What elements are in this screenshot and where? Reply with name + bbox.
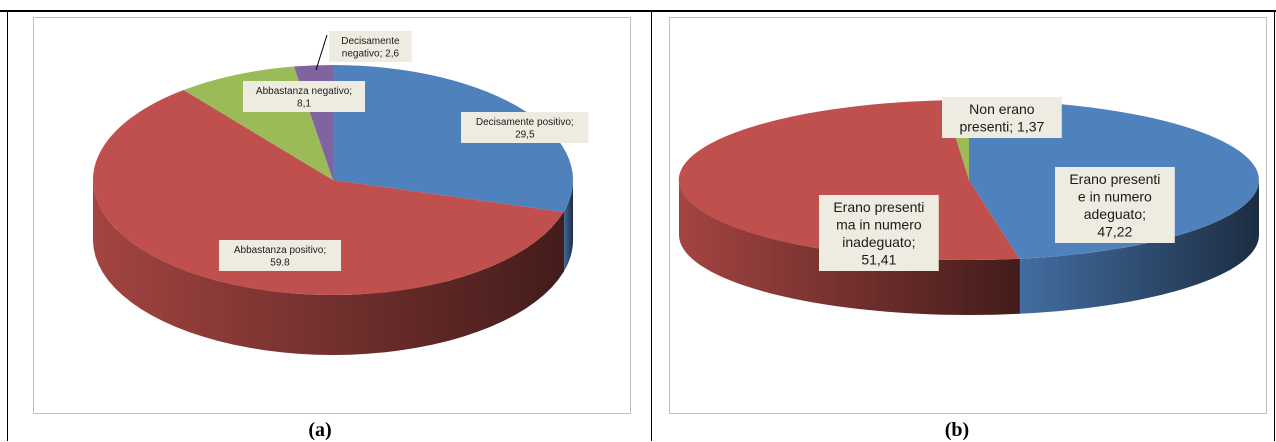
pie-labels: Decisamente positivo; 29,5 Abbastanza posi… [219,31,589,271]
data-label-box [819,195,939,271]
label-leader-line [315,34,328,71]
data-label-3: Abbastanza negativo; 8,1 [256,86,352,110]
data-label-2: Abbastanza positivo; 59.8 [234,245,326,269]
top-rule [0,10,1276,12]
data-label-box [942,97,1062,138]
data-label-box [1055,167,1175,243]
caption-b: (b) [944,419,970,441]
data-label-box [329,31,412,62]
data-label-3: Non erano presenti; 1,37 [959,101,1044,135]
pie-labels: Erano presenti e in numero adeguato; 47,22 E… [819,97,1175,271]
data-label-1: Erano presenti e in numero adeguato; 47,22 [1069,171,1160,240]
data-label-box [219,240,341,271]
data-label-box [461,112,589,143]
pie-side-2 [93,180,564,355]
caption-a: (a) [308,419,332,441]
pie-side-2 [679,180,1020,315]
data-label-2: Erano presenti ma in numero inadeguato; 51,… [833,199,924,268]
pie-side-walls [679,180,1259,315]
pie-slice-2 [92,90,564,296]
pie-side-1 [1019,180,1259,314]
pie-side-1 [563,180,573,273]
left-rule [7,10,8,441]
pie-side-walls [93,180,573,355]
data-label-1: Decisamente positivo; 29,5 [476,117,574,141]
pie-slice-1 [333,65,573,213]
data-label-4: Decisamente negativo; 2,6 [341,36,400,60]
right-rule [1274,10,1275,441]
chart-a: Decisamente positivo; 29,5 Abbastanza posi… [92,31,589,355]
middle-rule [651,10,652,441]
chart-b: Erano presenti e in numero adeguato; 47,22 E… [678,97,1259,315]
data-label-box [243,81,365,112]
